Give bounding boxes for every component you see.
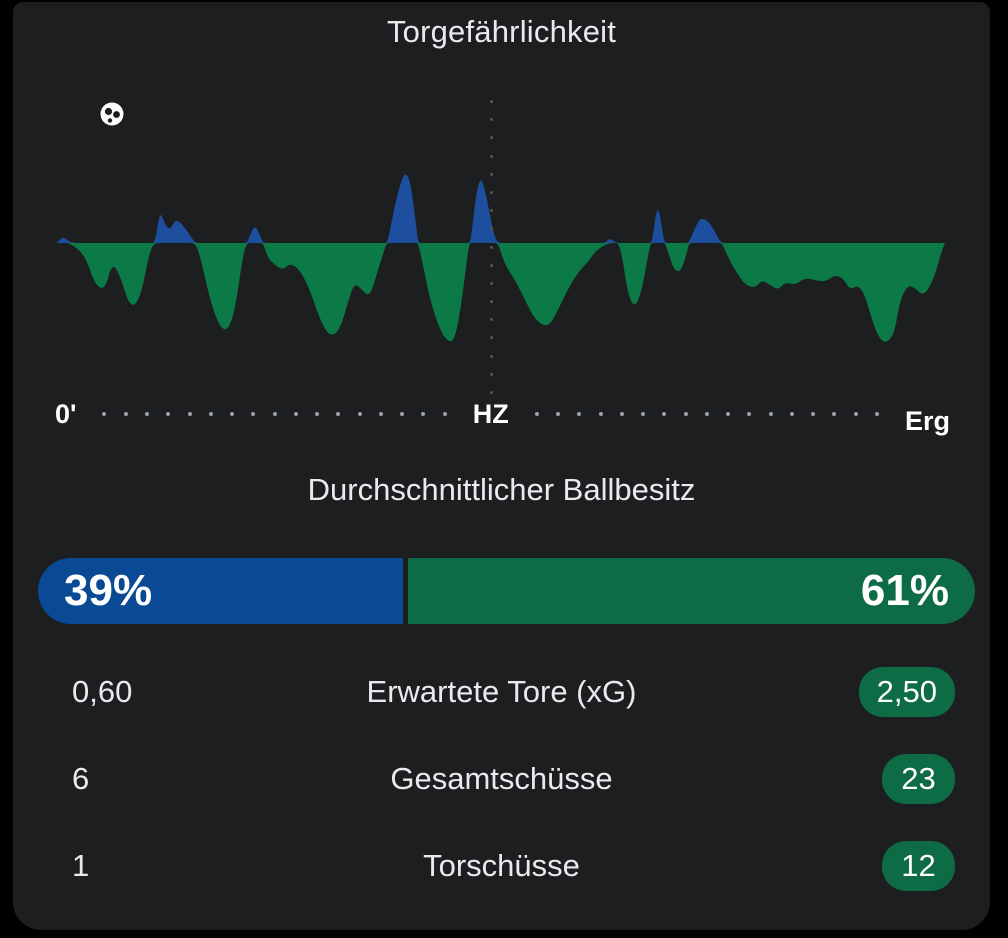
possession-segment-away: 39% (38, 558, 404, 624)
possession-bar: 39% 61% (38, 558, 975, 624)
stat-away-value: 1 (72, 847, 90, 883)
possession-home-value: 61% (860, 566, 949, 615)
soccer-ball-icon (99, 101, 125, 127)
stat-away-value: 0,60 (72, 673, 133, 709)
axis-label-start: 0' (55, 398, 77, 429)
halftime-divider-dots (490, 100, 493, 394)
momentum-chart (55, 168, 945, 348)
axis-label-end: Erg (905, 405, 951, 436)
stat-row-shots-on-target: 1 Torschüsse 12 (13, 822, 990, 909)
stat-label: Gesamtschüsse (390, 760, 613, 796)
possession-title: Durchschnittlicher Ballbesitz (307, 472, 696, 507)
axis-dots-first-half (102, 412, 447, 416)
stat-row-total-shots: 6 Gesamtschüsse 23 (13, 735, 990, 822)
chart-green-area (55, 243, 945, 342)
timeline-axis: 0' HZ Erg (55, 396, 950, 436)
possession-segment-home: 61% (408, 558, 975, 624)
stat-away-value: 6 (72, 760, 90, 796)
stats-card: Torgefährlichkeit 0' HZ Erg Durchschnitt… (13, 2, 990, 930)
momentum-area-chart (55, 174, 945, 342)
stat-home-value-badge: 12 (882, 840, 955, 891)
axis-dots-second-half (534, 412, 879, 416)
possession-away-value: 39% (64, 566, 153, 615)
stat-row-xg: 0,60 Erwartete Tore (xG) 2,50 (13, 648, 990, 735)
stats-list: 0,60 Erwartete Tore (xG) 2,50 6 Gesamtsc… (13, 648, 990, 909)
chart-blue-area (55, 174, 945, 243)
stat-home-value-badge: 2,50 (858, 666, 955, 717)
momentum-chart-title: Torgefährlichkeit (386, 14, 617, 49)
stat-label: Erwartete Tore (xG) (366, 673, 637, 709)
axis-label-halftime: HZ (472, 398, 509, 429)
stat-home-value-badge: 23 (882, 753, 955, 804)
stat-label: Torschüsse (423, 847, 580, 883)
